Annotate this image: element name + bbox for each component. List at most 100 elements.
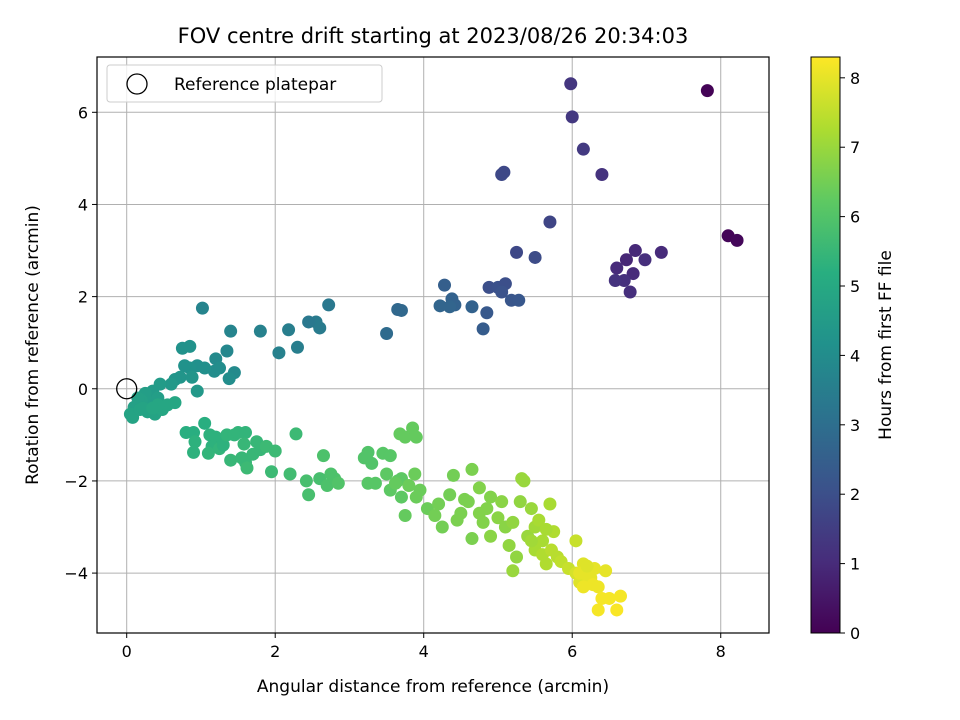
data-point	[539, 557, 553, 571]
data-point	[476, 322, 490, 336]
data-point	[224, 453, 238, 467]
x-tick-label: 4	[419, 642, 429, 661]
data-point	[195, 301, 209, 315]
data-point	[502, 538, 516, 552]
data-point	[146, 401, 160, 415]
data-point	[495, 285, 509, 299]
colorbar-label: Hours from first FF file	[876, 250, 896, 440]
data-point	[198, 416, 212, 430]
data-point	[524, 534, 538, 548]
y-tick-label: 6	[78, 103, 88, 122]
data-point	[365, 456, 379, 470]
legend: Reference platepar	[106, 64, 383, 103]
data-point	[188, 435, 202, 449]
data-point	[268, 444, 282, 458]
data-point	[398, 430, 412, 444]
data-point	[608, 273, 622, 287]
x-tick-label: 0	[122, 642, 132, 661]
data-point	[532, 513, 546, 527]
data-point	[316, 449, 330, 463]
data-point	[368, 476, 382, 490]
y-tick-label: −4	[64, 564, 88, 583]
data-point	[185, 370, 199, 384]
colorbar-tick-label: 4	[850, 346, 860, 365]
colorbar-tick-label: 0	[850, 624, 860, 643]
data-point	[446, 468, 460, 482]
plot-frame	[96, 56, 770, 634]
data-point	[626, 267, 640, 281]
colorbar-tick-label: 2	[850, 485, 860, 504]
y-axis-label: Rotation from reference (arcmin)	[23, 205, 43, 485]
data-point	[213, 361, 227, 375]
data-point	[383, 449, 397, 463]
data-point	[222, 372, 236, 386]
data-point	[302, 488, 316, 502]
data-point	[591, 603, 605, 617]
data-point	[599, 564, 613, 578]
data-point	[700, 84, 714, 98]
data-point	[313, 321, 327, 335]
data-point	[465, 462, 479, 476]
data-point	[461, 495, 475, 509]
data-point	[409, 490, 423, 504]
data-point	[613, 589, 627, 603]
data-point	[476, 515, 490, 529]
data-point	[576, 580, 590, 594]
colorbar-tick-label: 6	[850, 208, 860, 227]
data-point	[299, 474, 313, 488]
x-tick-label: 8	[716, 642, 726, 661]
data-point	[654, 245, 668, 259]
legend-box	[106, 64, 383, 103]
data-point	[272, 346, 286, 360]
data-point	[595, 168, 609, 182]
data-point	[497, 165, 511, 179]
colorbar-tick-label: 5	[850, 277, 860, 296]
colorbar-ticks: 0 1 2 3 4 5 6 7 8	[840, 69, 860, 643]
data-point	[623, 285, 637, 299]
data-point	[432, 497, 446, 511]
data-point	[187, 445, 201, 459]
data-point	[564, 77, 578, 91]
data-point	[465, 532, 479, 546]
data-point	[491, 511, 505, 525]
grid-lines	[97, 57, 769, 633]
data-point	[506, 515, 520, 529]
data-point	[380, 326, 394, 340]
y-tick-label: 0	[78, 380, 88, 399]
data-point	[595, 591, 609, 605]
data-point	[435, 520, 449, 534]
legend-marker-reference	[126, 73, 148, 95]
data-point	[237, 437, 251, 451]
data-point	[576, 142, 590, 156]
y-tick-label: 2	[78, 288, 88, 307]
data-point	[543, 215, 557, 229]
data-point	[484, 490, 498, 504]
data-point	[465, 300, 479, 314]
colorbar-tick-label: 1	[850, 555, 860, 574]
data-point	[506, 564, 520, 578]
x-axis-label: Angular distance from reference (arcmin)	[257, 677, 609, 697]
data-point	[543, 497, 557, 511]
data-point	[408, 467, 422, 481]
data-point	[201, 446, 215, 460]
data-point	[240, 461, 254, 475]
data-point	[380, 467, 394, 481]
data-point	[224, 324, 238, 338]
data-points	[116, 77, 744, 617]
data-point	[510, 245, 524, 259]
data-point	[569, 534, 583, 548]
colorbar-tick-label: 7	[850, 138, 860, 157]
data-point	[610, 603, 624, 617]
data-point	[331, 476, 345, 490]
data-point	[591, 580, 605, 594]
data-point	[361, 445, 375, 459]
data-point	[168, 396, 182, 410]
data-point	[480, 306, 494, 320]
data-point	[512, 293, 526, 307]
data-point	[628, 244, 642, 258]
data-point	[389, 476, 403, 490]
data-point	[290, 340, 304, 354]
data-point	[524, 502, 538, 516]
data-point	[136, 401, 150, 415]
data-point	[480, 502, 494, 516]
